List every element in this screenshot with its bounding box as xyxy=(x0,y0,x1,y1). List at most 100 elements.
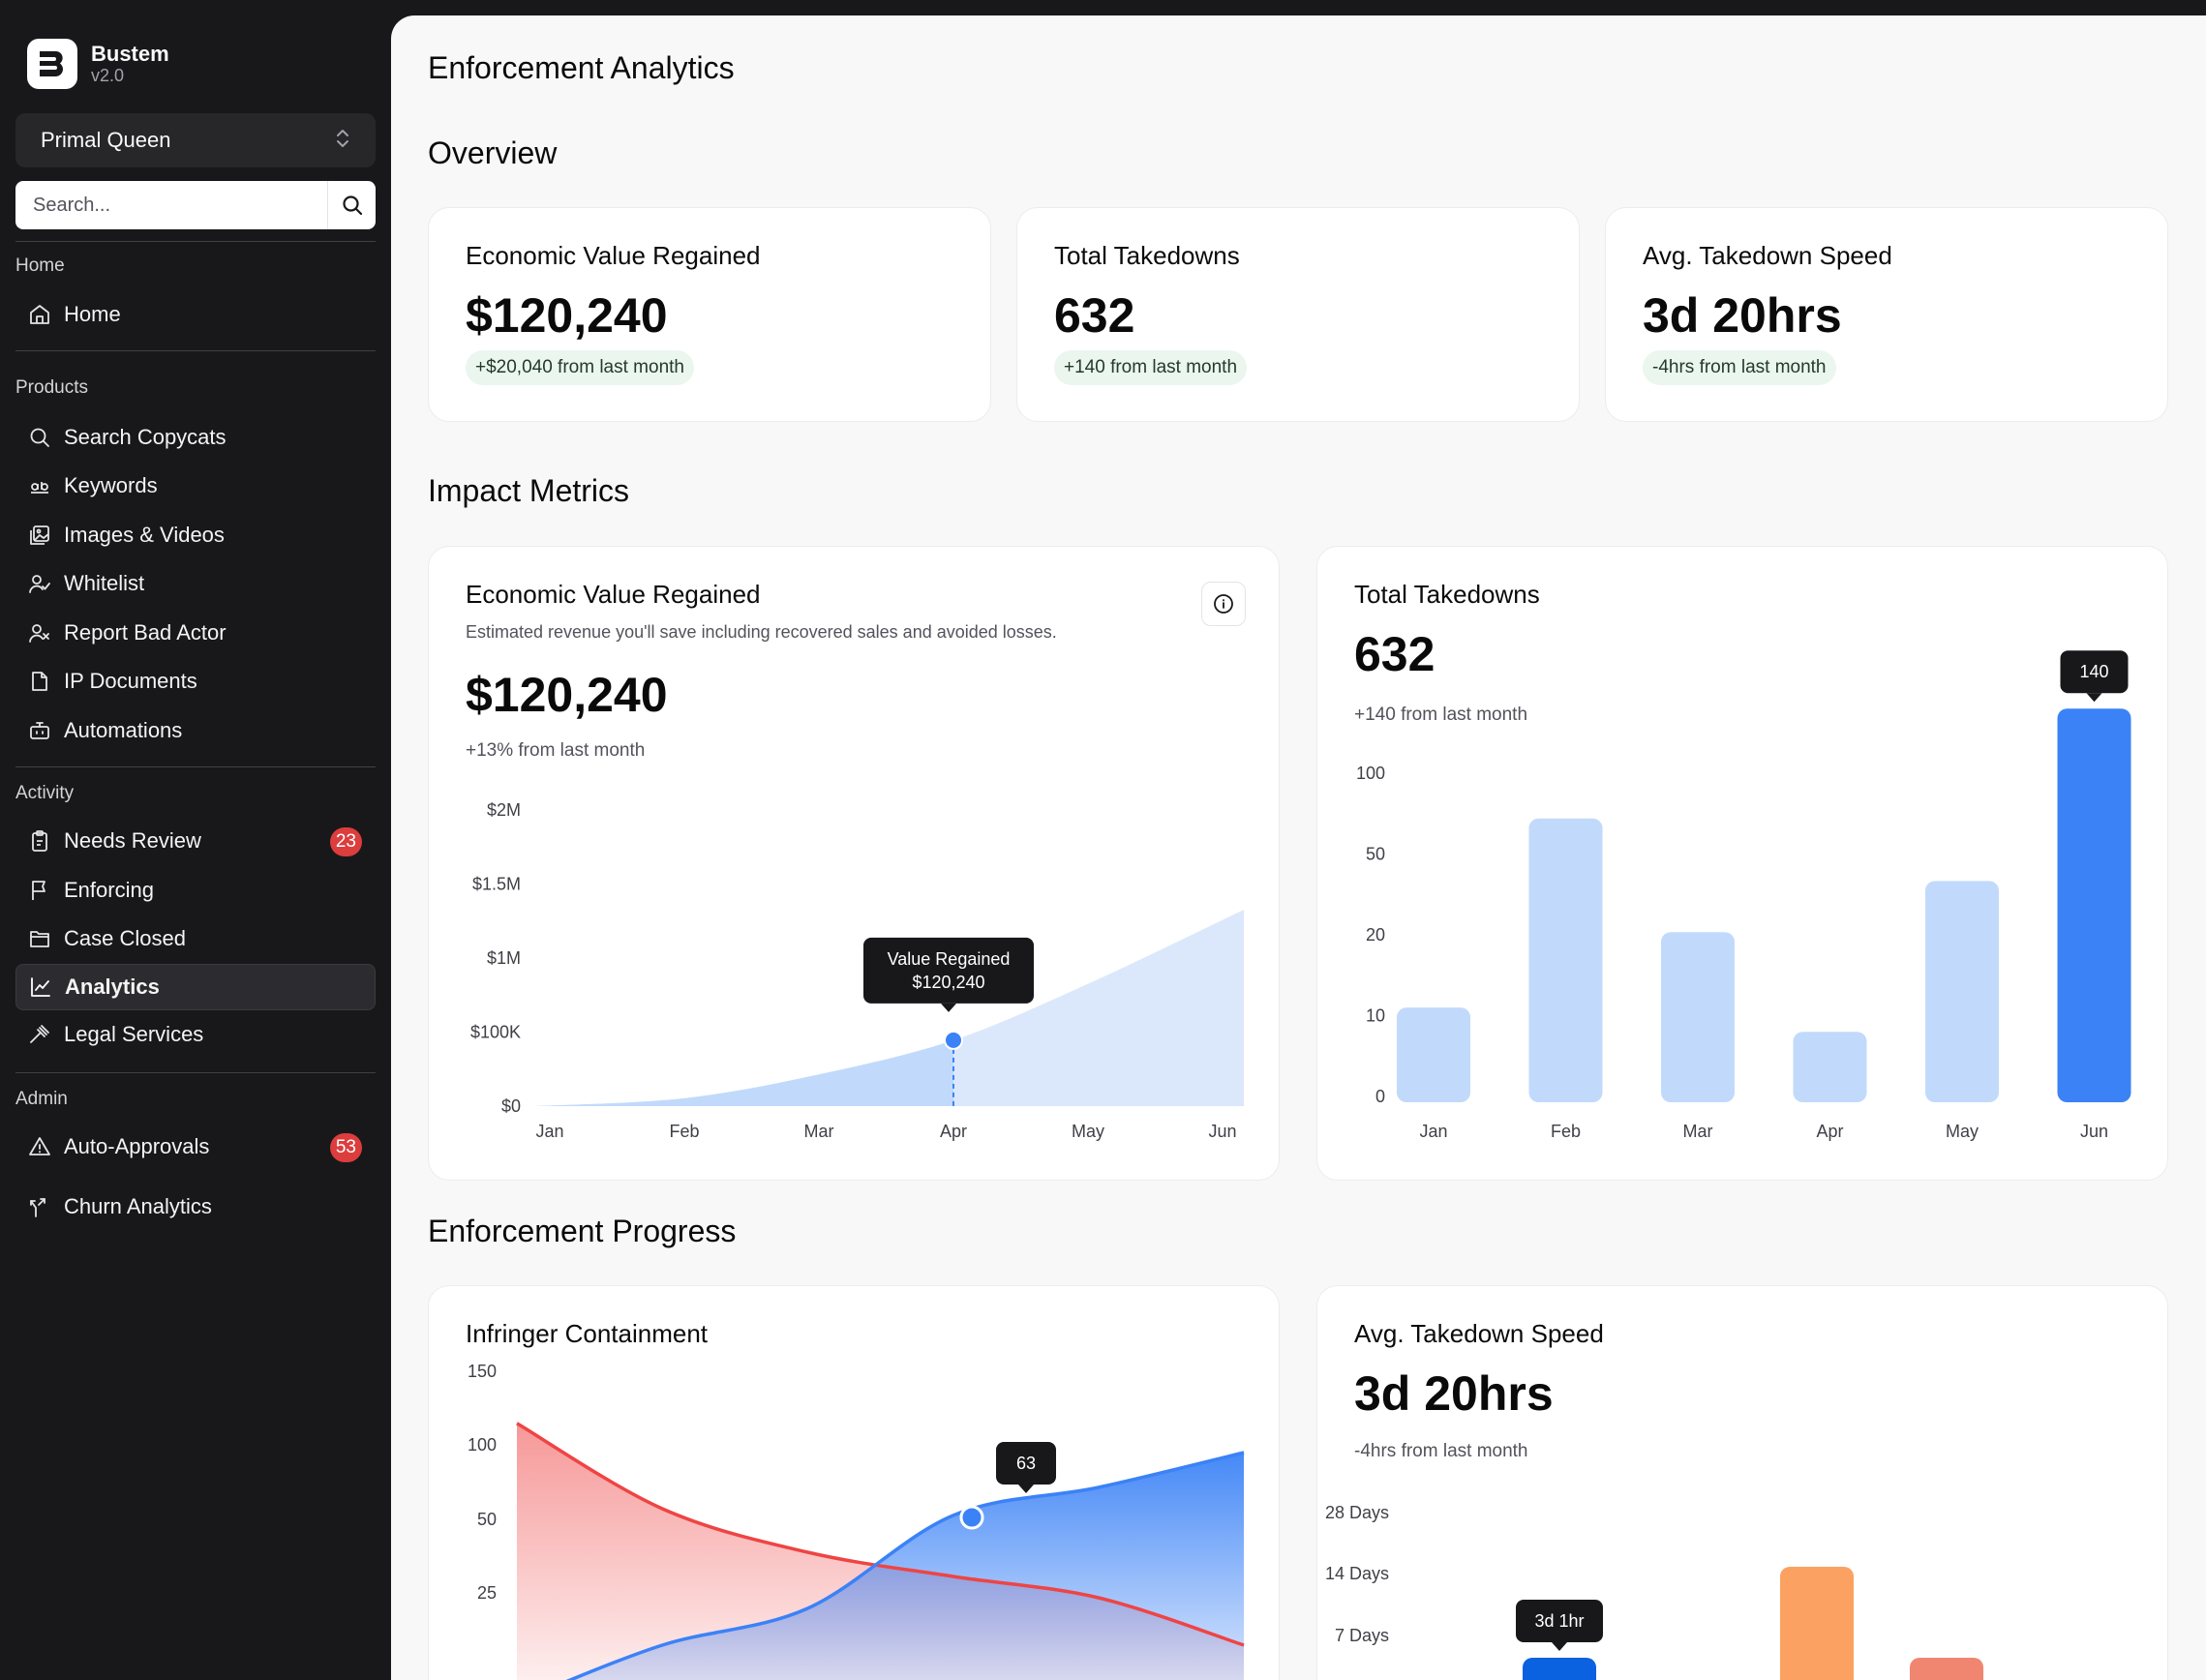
speed-tooltip-label: 3d 1hr xyxy=(1534,1611,1584,1631)
chart-title: Avg. Takedown Speed xyxy=(1354,1319,1604,1348)
y-tick-label: 14 Days xyxy=(1325,1564,1389,1583)
chart-value: 632 xyxy=(1354,627,1435,681)
x-tick-label: May xyxy=(1946,1122,1979,1141)
sidebar-divider xyxy=(15,350,376,351)
section-label-admin: Admin xyxy=(15,1089,68,1109)
sidebar-divider xyxy=(15,1072,376,1073)
y-tick-label: $1.5M xyxy=(472,875,521,894)
sidebar-item-search-copycats[interactable]: Search Copycats xyxy=(15,414,376,461)
stat-value: $120,240 xyxy=(466,288,668,343)
stat-card-avg-takedown-speed: Avg. Takedown Speed 3d 20hrs -4hrs from … xyxy=(1605,207,2168,422)
value-tooltip-pointer xyxy=(941,1003,956,1012)
bar-jun xyxy=(2057,708,2131,1102)
sidebar-item-case-closed[interactable]: Case Closed xyxy=(15,915,376,962)
sidebar: Bustem v2.0 Primal Queen Home Home Produ… xyxy=(0,0,391,1680)
search-button[interactable] xyxy=(327,181,376,229)
sidebar-item-ip-documents[interactable]: IP Documents xyxy=(15,658,376,705)
sidebar-item-label: Report Bad Actor xyxy=(64,620,227,645)
search-icon xyxy=(27,425,52,450)
speed-bar-1 xyxy=(1523,1658,1596,1680)
sidebar-item-label: Case Closed xyxy=(64,926,186,950)
workspace-switcher[interactable]: Primal Queen xyxy=(15,113,376,167)
takedowns-bar-chart: 0 10 20 50 100 Jan Feb Mar Apr May Jun 140 xyxy=(1356,650,2131,1141)
y-tick-label: 50 xyxy=(477,1510,497,1529)
sidebar-item-report-bad-actor[interactable]: Report Bad Actor xyxy=(15,610,376,656)
y-tick-label: $1M xyxy=(487,948,521,968)
sidebar-item-enforcing[interactable]: Enforcing xyxy=(15,867,376,914)
chevron-up-down-icon xyxy=(335,128,350,154)
y-tick-label: 25 xyxy=(477,1583,497,1603)
value-tooltip-box xyxy=(863,937,1034,1004)
sidebar-item-analytics[interactable]: Analytics xyxy=(15,964,376,1010)
blue-series-line xyxy=(565,1451,1245,1680)
stat-value: 3d 20hrs xyxy=(1643,288,1842,343)
x-tick-label: Jan xyxy=(1419,1122,1447,1141)
economic-value-chart-card: Economic Value Regained Estimated revenu… xyxy=(428,546,1280,1181)
sidebar-item-label: Images & Videos xyxy=(64,523,225,547)
containment-tooltip-box xyxy=(996,1442,1056,1485)
folder-icon xyxy=(27,926,52,951)
y-tick-label: 7 Days xyxy=(1335,1626,1389,1645)
speed-bar-2 xyxy=(1780,1567,1854,1680)
y-tick-label: 0 xyxy=(1375,1087,1385,1106)
sidebar-item-label: Automations xyxy=(64,718,183,742)
warning-icon xyxy=(27,1134,52,1159)
main-content: Enforcement Analytics Overview Economic … xyxy=(391,15,2206,1680)
stat-label: Total Takedowns xyxy=(1054,241,1240,270)
sidebar-item-churn-analytics[interactable]: Churn Analytics xyxy=(15,1184,376,1230)
area-highlight xyxy=(535,1039,953,1106)
y-tick-label: 10 xyxy=(1366,1006,1385,1026)
sidebar-item-home[interactable]: Home xyxy=(15,291,376,338)
sidebar-item-label: Auto-Approvals xyxy=(64,1134,210,1158)
sidebar-item-needs-review[interactable]: Needs Review 23 xyxy=(15,818,376,864)
chart-delta: +13% from last month xyxy=(466,740,646,761)
x-tick-label: Feb xyxy=(1551,1122,1581,1141)
y-tick-label: 50 xyxy=(1366,845,1385,864)
overview-heading: Overview xyxy=(428,135,558,170)
x-tick-label: May xyxy=(1072,1122,1104,1141)
bar-may xyxy=(1925,881,1999,1102)
highlight-point xyxy=(944,1030,963,1050)
section-label-activity: Activity xyxy=(15,783,75,803)
sidebar-item-images-videos[interactable]: Images & Videos xyxy=(15,512,376,558)
sidebar-item-auto-approvals[interactable]: Auto-Approvals 53 xyxy=(15,1124,376,1170)
sidebar-item-automations[interactable]: Automations xyxy=(15,707,376,754)
sidebar-item-label: Keywords xyxy=(64,473,158,497)
sidebar-divider xyxy=(15,241,376,242)
stat-value: 632 xyxy=(1054,288,1135,343)
bar-apr xyxy=(1793,1032,1867,1102)
sidebar-item-keywords[interactable]: Keywords xyxy=(15,463,376,509)
info-button[interactable] xyxy=(1201,582,1246,626)
x-tick-label: Apr xyxy=(1816,1122,1843,1141)
avg-takedown-speed-chart-card: Avg. Takedown Speed 3d 20hrs -4hrs from … xyxy=(1316,1285,2168,1680)
app-version: v2.0 xyxy=(91,66,125,85)
workspace-name: Primal Queen xyxy=(41,128,171,152)
chart-value: $120,240 xyxy=(466,668,668,722)
impact-metrics-heading: Impact Metrics xyxy=(428,473,630,508)
info-icon xyxy=(1214,594,1233,614)
bar-mar xyxy=(1661,932,1735,1102)
stat-label: Economic Value Regained xyxy=(466,241,761,270)
containment-tooltip-pointer xyxy=(1018,1485,1034,1493)
flag-icon xyxy=(27,878,52,903)
clipboard-icon xyxy=(27,828,52,854)
blue-series-area xyxy=(570,1453,1244,1680)
image-icon xyxy=(27,523,52,548)
x-tick-label: Jun xyxy=(2080,1122,2108,1141)
x-tick-label: Feb xyxy=(669,1122,699,1141)
chart-delta: -4hrs from last month xyxy=(1354,1441,1528,1461)
search-input[interactable] xyxy=(15,181,327,229)
search-icon xyxy=(342,195,362,216)
speed-tooltip-box xyxy=(1516,1600,1603,1642)
bot-icon xyxy=(27,718,52,743)
infringer-containment-chart-card: Infringer Containment 150 100 50 25 63 xyxy=(428,1285,1280,1680)
y-tick-label: $0 xyxy=(501,1096,521,1116)
speed-tooltip-pointer xyxy=(1552,1642,1567,1651)
sidebar-item-whitelist[interactable]: Whitelist xyxy=(15,560,376,607)
chart-title: Total Takedowns xyxy=(1354,580,1540,609)
brand[interactable]: Bustem v2.0 xyxy=(27,39,169,89)
stat-delta-badge: +140 from last month xyxy=(1054,350,1248,385)
sidebar-item-legal-services[interactable]: Legal Services xyxy=(15,1011,376,1058)
sidebar-item-label: Analytics xyxy=(65,975,160,999)
